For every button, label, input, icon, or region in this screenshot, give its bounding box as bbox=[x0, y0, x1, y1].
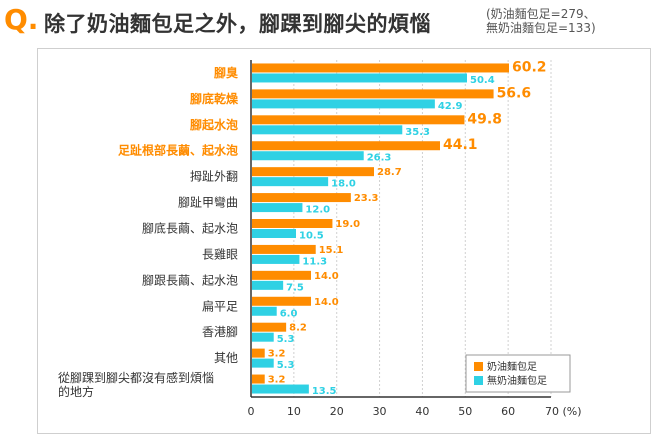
bar-series-1 bbox=[252, 167, 374, 177]
bar-series-2 bbox=[252, 73, 467, 83]
data-label-series-2: 7.5 bbox=[286, 282, 304, 293]
category-label: 從腳踝到腳尖都沒有感到煩惱 bbox=[58, 370, 214, 385]
bar-series-2 bbox=[252, 99, 435, 109]
bar-series-2 bbox=[252, 125, 403, 135]
data-label-series-2: 10.5 bbox=[299, 231, 324, 242]
x-tick-label: 10 bbox=[287, 405, 301, 418]
x-tick-label: 50 bbox=[458, 405, 472, 418]
data-label-series-1: 8.2 bbox=[289, 323, 307, 334]
data-label-series-2: 13.5 bbox=[312, 386, 337, 397]
data-label-series-2: 35.3 bbox=[405, 127, 430, 138]
data-label-series-1: 19.0 bbox=[335, 219, 360, 230]
data-label-series-1: 60.2 bbox=[512, 59, 547, 75]
bar-series-2 bbox=[252, 358, 274, 368]
category-label: 腳底長繭、起水泡 bbox=[142, 221, 238, 236]
data-label-series-1: 3.2 bbox=[268, 375, 286, 386]
bar-series-2 bbox=[252, 177, 329, 187]
category-label: 其他 bbox=[214, 351, 238, 365]
x-tick-label: 70 (%) bbox=[545, 405, 582, 418]
data-label-series-1: 14.0 bbox=[314, 297, 339, 308]
bar-series-2 bbox=[252, 332, 274, 342]
data-label-series-2: 26.3 bbox=[367, 153, 392, 164]
data-label-series-1: 28.7 bbox=[377, 167, 402, 178]
data-label-series-2: 18.0 bbox=[331, 179, 356, 190]
bar-series-2 bbox=[252, 384, 309, 394]
data-label-series-1: 14.0 bbox=[314, 271, 339, 282]
category-label: 拇趾外翻 bbox=[190, 170, 238, 184]
bar-series-1 bbox=[252, 348, 265, 358]
bar-series-1 bbox=[252, 115, 465, 125]
category-label: 足趾根部長繭、起水泡 bbox=[118, 143, 238, 158]
category-label: 扁平足 bbox=[202, 299, 238, 313]
sample-size-note: (奶油麵包足=279、 無奶油麵包足=133) bbox=[486, 7, 596, 35]
data-label-series-1: 3.2 bbox=[268, 349, 286, 360]
category-label: 腳臭 bbox=[214, 65, 238, 80]
chart-header: Q. 除了奶油麵包足之外，腳踝到腳尖的煩惱 (奶油麵包足=279、 無奶油麵包足… bbox=[0, 0, 659, 40]
bar-series-2 bbox=[252, 203, 303, 213]
bar-series-1 bbox=[252, 89, 494, 99]
bar-series-1 bbox=[252, 141, 440, 151]
data-label-series-1: 44.1 bbox=[443, 137, 478, 153]
bar-series-1 bbox=[252, 63, 509, 73]
x-tick-label: 0 bbox=[248, 405, 255, 418]
bar-series-2 bbox=[252, 306, 277, 316]
data-label-series-1: 56.6 bbox=[497, 85, 532, 101]
bar-series-1 bbox=[252, 296, 311, 306]
chart-title: 除了奶油麵包足之外，腳踝到腳尖的煩惱 bbox=[44, 12, 431, 36]
bar-series-1 bbox=[252, 374, 265, 384]
x-tick-label: 20 bbox=[330, 405, 344, 418]
legend-box bbox=[465, 354, 571, 393]
bar-series-1 bbox=[252, 219, 333, 228]
category-label: 腳起水泡 bbox=[190, 117, 238, 132]
category-label: 長雞眼 bbox=[202, 247, 238, 261]
bar-series-2 bbox=[252, 280, 284, 290]
legend-label: 奶油麵包足 bbox=[487, 360, 537, 373]
data-label-series-2: 5.3 bbox=[277, 360, 295, 371]
legend-swatch bbox=[474, 362, 483, 371]
bar-series-2 bbox=[252, 254, 300, 264]
data-label-series-1: 15.1 bbox=[319, 245, 344, 256]
data-label-series-2: 42.9 bbox=[438, 101, 463, 112]
category-label: 腳跟長繭、起水泡 bbox=[142, 273, 238, 287]
data-label-series-2: 11.3 bbox=[302, 256, 327, 267]
data-label-series-2: 12.0 bbox=[305, 205, 330, 216]
category-label: 腳底乾燥 bbox=[190, 91, 239, 106]
data-label-series-2: 6.0 bbox=[280, 308, 298, 319]
x-tick-label: 30 bbox=[373, 405, 387, 418]
x-tick-label: 60 bbox=[501, 405, 515, 418]
legend-label: 無奶油麵包足 bbox=[487, 374, 547, 387]
x-tick-label: 40 bbox=[415, 405, 429, 418]
data-label-series-1: 49.8 bbox=[467, 111, 502, 127]
category-label: 腳趾甲彎曲 bbox=[178, 195, 238, 210]
legend-swatch bbox=[474, 376, 483, 385]
data-label-series-1: 23.3 bbox=[354, 193, 379, 204]
bar-series-1 bbox=[252, 322, 287, 332]
data-label-series-2: 50.4 bbox=[470, 75, 495, 86]
bar-series-1 bbox=[252, 193, 351, 203]
question-label: Q. bbox=[4, 3, 39, 36]
data-label-series-2: 5.3 bbox=[277, 334, 295, 345]
category-label-continued: 的地方 bbox=[58, 384, 94, 399]
bar-series-1 bbox=[252, 270, 311, 280]
bar-series-2 bbox=[252, 151, 364, 161]
category-label: 香港腳 bbox=[202, 325, 238, 339]
bar-series-2 bbox=[252, 229, 296, 238]
bar-series-1 bbox=[252, 244, 316, 254]
